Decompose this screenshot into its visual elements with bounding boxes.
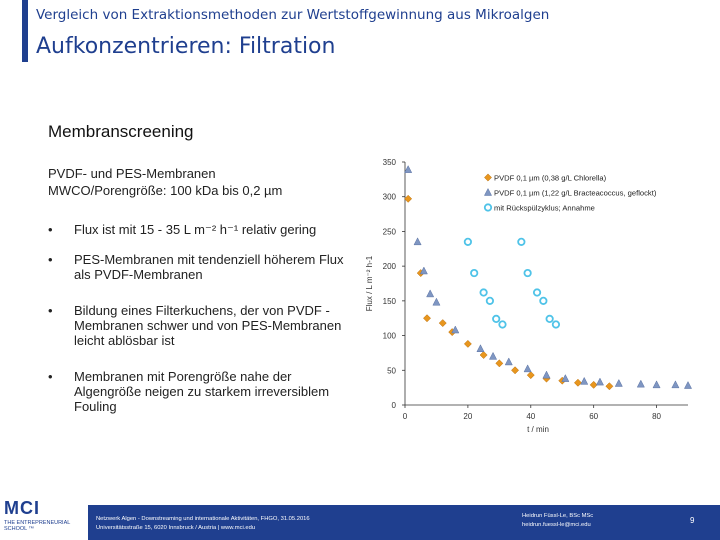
data-point-series-3 [532,288,542,297]
y-tick-label: 50 [387,366,396,375]
mci-logo: MCI [4,498,40,518]
data-point-series-3 [463,237,472,246]
data-point-series-1 [479,351,488,359]
data-point-series-1 [404,194,413,203]
data-point-series-2 [489,351,498,360]
bullet-text: Membranen mit Porengröße nahe der Algeng… [74,369,330,414]
data-point-series-1 [573,378,582,387]
data-point-series-2 [580,376,589,385]
footer-author-email: heidrun.fuessl-le@mci.edu [522,522,591,528]
y-axis-label: Flux / L m⁻² h-1 [365,255,374,311]
data-point-series-3 [498,320,507,329]
data-point-series-2 [542,370,551,379]
x-axis-label: t / min [527,425,549,434]
data-point-series-1 [423,314,431,323]
lead-line-2: MWCO/Porengröße: 100 kDa bis 0,2 µm [48,183,283,198]
data-point-series-2 [614,378,623,387]
bullet-item: • PES-Membranen mit tendenziell höherem … [48,252,348,282]
bullet-dot-icon: • [48,222,53,237]
data-point-series-1 [511,366,520,375]
y-tick-label: 200 [383,262,397,271]
data-point-series-2 [451,325,460,334]
logo-box [0,494,88,540]
legend-label-series-3: mit Rückspülzyklus; Annahme [494,204,595,213]
footer-event-info: Netzwerk Algen - Downstreaming und inter… [96,515,310,533]
section-title: Membranscreening [48,122,194,141]
footer-author-name: Heidrun Füssl-Le, BSc MSc [522,513,594,519]
footer-bar [0,505,720,540]
data-point-series-1 [589,380,598,389]
data-point-series-3 [470,268,479,278]
legend-label-series-2: PVDF 0,1 µm (1,22 g/L Bracteacoccus, gef… [494,189,657,198]
slide-title: Aufkonzentrieren: Filtration [36,34,336,59]
lead-line-1: PVDF- und PES-Membranen [48,166,216,181]
data-point-series-3 [479,288,488,297]
header-accent-bar [22,0,28,62]
data-point-series-3 [517,237,526,246]
data-point-series-3 [485,296,494,305]
legend-marker-series-2 [483,187,493,196]
data-point-series-1 [495,359,504,368]
data-point-series-2 [413,237,422,246]
data-point-series-2 [426,289,435,298]
x-tick-label: 40 [526,412,535,421]
legend-marker-series-1 [484,173,492,182]
lead-text: PVDF- und PES-Membranen MWCO/Porengröße:… [48,165,348,199]
bullet-item: • Bildung eines Filterkuchens, der von P… [48,303,348,348]
x-tick-label: 60 [589,412,598,421]
data-point-series-1 [463,339,472,348]
page-number: 9 [690,516,695,525]
data-point-series-2 [561,374,570,382]
data-point-series-2 [683,381,693,389]
y-tick-label: 350 [383,158,397,167]
bullet-text: PES-Membranen mit tendenziell höherem Fl… [74,252,344,282]
bullet-item: • Flux ist mit 15 - 35 L m⁻² h⁻¹ relativ… [48,222,348,237]
data-point-series-2 [671,380,680,389]
flux-chart: 0 50 100 150 200 250 300 350 0 20 40 60 80 t / min Flu… [365,158,693,434]
data-point-series-3 [551,320,561,329]
y-tick-label: 250 [383,227,397,236]
data-point-series-3 [492,314,501,324]
x-tick-label: 0 [403,412,408,421]
data-point-series-1 [526,371,535,380]
footer-author-info: Heidrun Füssl-Le, BSc MSc heidrun.fuessl… [522,512,593,530]
y-tick-label: 150 [383,297,397,306]
y-tick-label: 0 [392,401,397,410]
footer-address-line: Universitätsstraße 15, 6020 Innsbruck / … [96,525,256,531]
data-point-series-2 [523,364,532,373]
data-point-series-2 [652,380,661,389]
bullet-dot-icon: • [48,303,53,318]
x-tick-label: 20 [463,412,472,421]
y-tick-label: 100 [383,332,397,341]
data-point-series-3 [545,314,554,324]
header-bar [0,0,720,62]
data-point-series-2 [419,266,428,275]
bullet-list: • Flux ist mit 15 - 35 L m⁻² h⁻¹ relativ… [48,222,348,414]
data-point-series-2 [432,297,441,306]
legend-marker-series-3 [483,203,493,212]
legend-label-series-1: PVDF 0,1 µm (0,38 g/L Chlorella) [494,174,607,183]
data-point-series-1 [438,319,447,328]
slide-supertitle: Vergleich von Extraktionsmethoden zur We… [36,7,550,23]
bullet-text: Flux ist mit 15 - 35 L m⁻² h⁻¹ relativ g… [74,222,317,237]
data-point-series-1 [605,382,614,391]
logo-subtitle: THE ENTREPRENEURIAL SCHOOL ™ [4,520,71,532]
data-point-series-2 [404,165,413,173]
data-point-series-3 [539,296,548,305]
data-point-series-2 [636,379,645,388]
data-point-series-2 [504,357,513,366]
data-point-series-2 [595,377,604,386]
data-point-series-3 [523,268,532,278]
bullet-item: • Membranen mit Porengröße nahe der Alge… [48,369,348,414]
bullet-text: Bildung eines Filterkuchens, der von PVD… [74,303,342,348]
footer-event-line: Netzwerk Algen - Downstreaming und inter… [96,516,310,522]
data-point-series-2 [476,344,485,353]
x-tick-label: 80 [652,412,661,421]
bullet-dot-icon: • [48,252,53,267]
bullet-dot-icon: • [48,369,53,384]
y-tick-label: 300 [383,193,397,202]
